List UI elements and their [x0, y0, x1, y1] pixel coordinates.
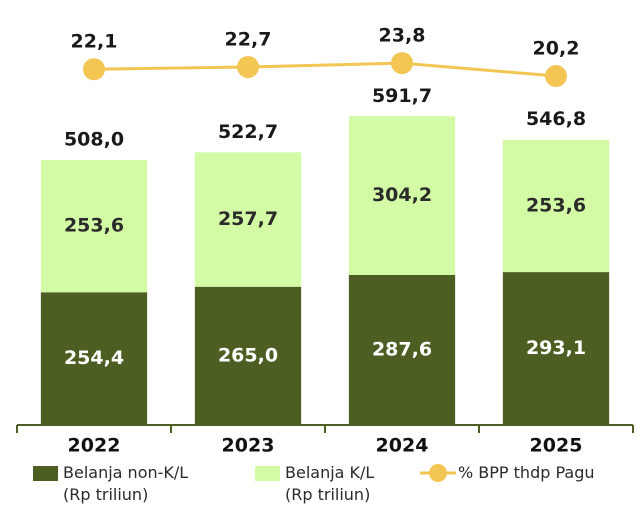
data-label: 304,2 — [372, 184, 432, 206]
data-label: 22,1 — [71, 31, 118, 53]
line — [93, 61, 557, 78]
bar-segment — [40, 159, 148, 293]
legend-item: Belanja K/L (Rp triliun) — [255, 462, 374, 506]
data-label: 22,7 — [225, 29, 272, 51]
legend-label: Belanja K/L (Rp triliun) — [285, 463, 375, 504]
x-tick-label: 2023 — [222, 435, 275, 457]
data-label: 265,0 — [218, 344, 278, 366]
data-label: 254,4 — [64, 347, 124, 369]
data-label: 253,6 — [526, 194, 586, 216]
data-label: 257,7 — [218, 208, 278, 230]
bar-segment — [40, 292, 148, 425]
line-marker — [545, 65, 567, 88]
legend-swatch — [33, 466, 58, 481]
bar-segment — [348, 116, 456, 275]
total-label: 546,8 — [526, 108, 586, 130]
x-tick-label: 2024 — [376, 435, 429, 457]
line-marker — [237, 56, 259, 79]
data-label: 23,8 — [379, 25, 426, 47]
bar-segment — [194, 286, 302, 425]
x-tick-label: 2022 — [68, 435, 121, 457]
legend: Belanja non-K/L (Rp triliun) Belanja K/L… — [0, 462, 641, 512]
bar-segment — [194, 152, 302, 287]
data-label: 20,2 — [533, 38, 580, 60]
line-marker — [83, 58, 105, 81]
legend-label: % BPP thdp Pagu — [458, 463, 595, 482]
line-marker — [391, 52, 413, 75]
data-label: 253,6 — [64, 215, 124, 237]
legend-marker — [429, 464, 447, 482]
total-label: 508,0 — [64, 128, 124, 150]
legend-item: % BPP thdp Pagu — [420, 462, 595, 484]
total-label: 591,7 — [372, 85, 432, 107]
chart: 2022 2023 2024 2025 254,4 265,0 287,6 293,1 253,… — [16, 25, 634, 457]
legend-line-swatch — [420, 464, 456, 482]
legend-swatch — [255, 466, 280, 481]
data-label: 287,6 — [372, 338, 432, 360]
bar-segment — [502, 139, 610, 273]
data-label: 293,1 — [526, 337, 586, 359]
legend-item: Belanja non-K/L (Rp triliun) — [33, 462, 188, 506]
total-label: 522,7 — [218, 121, 278, 143]
legend-label: Belanja non-K/L (Rp triliun) — [63, 463, 189, 504]
x-tick-label: 2025 — [530, 435, 583, 457]
bar-segment — [348, 274, 456, 425]
bar-segment — [502, 272, 610, 425]
